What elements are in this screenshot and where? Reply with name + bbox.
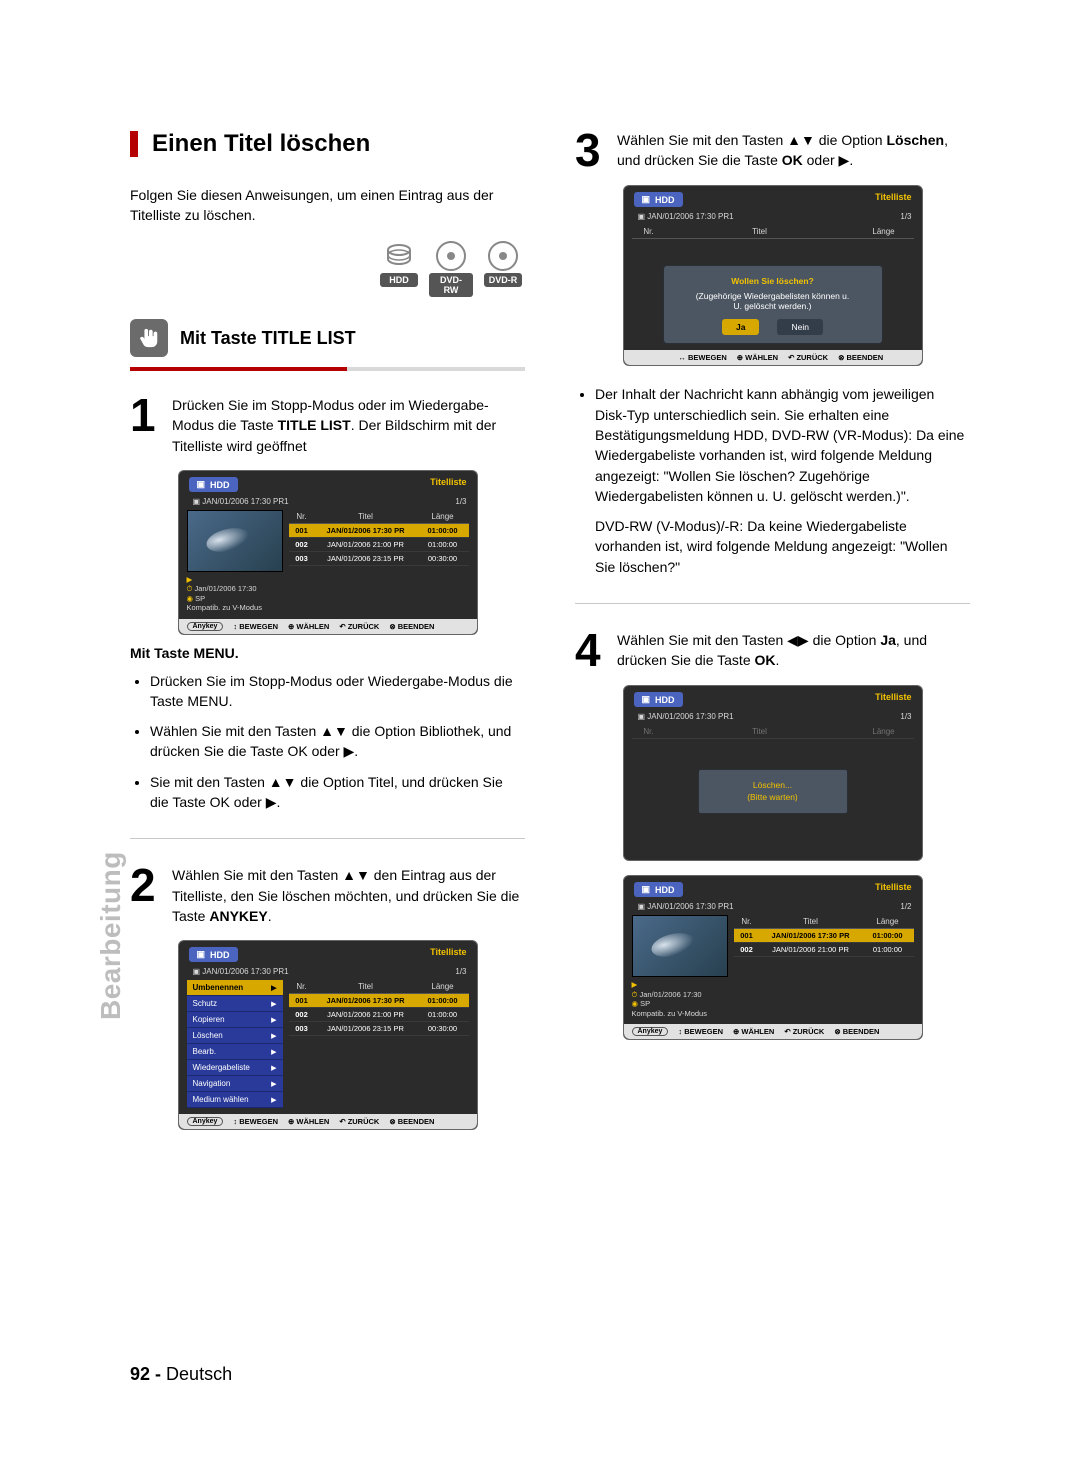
accent-underline	[130, 367, 525, 371]
ctx-nav[interactable]: Navigation▶	[187, 1076, 283, 1092]
badge-hdd: HDD	[377, 241, 421, 297]
title-row[interactable]: 001JAN/01/2006 17:30 PR01:00:00	[289, 994, 469, 1008]
shot-datetime: JAN/01/2006 17:30 PR1	[202, 497, 288, 506]
page-title: Einen Titel löschen	[152, 130, 370, 158]
step-3-note-b: DVD-RW (V-Modus)/-R: Da keine Wiedergabe…	[575, 516, 970, 577]
disc-icon	[488, 241, 518, 271]
divider	[575, 603, 970, 604]
ctx-protect[interactable]: Schutz▶	[187, 996, 283, 1012]
ctx-copy[interactable]: Kopieren▶	[187, 1012, 283, 1028]
context-menu: Umbenennen▶ Schutz▶ Kopieren▶ Löschen▶ B…	[187, 980, 283, 1108]
ctx-playlist[interactable]: Wiedergabeliste▶	[187, 1060, 283, 1076]
side-label: Bearbeitung	[95, 851, 127, 1020]
subheading: Mit Taste TITLE LIST	[180, 328, 356, 349]
ctx-delete[interactable]: Löschen▶	[187, 1028, 283, 1044]
screenshot-2: ▣HDD Titelliste ▣ JAN/01/2006 17:30 PR1 …	[130, 940, 525, 1130]
step-1-number: 1	[130, 395, 160, 456]
badge-dvdr-label: DVD-R	[484, 273, 522, 287]
hand-icon	[130, 319, 168, 357]
screenshot-4: ▣HDD Titelliste ▣ JAN/01/2006 17:30 PR1 …	[575, 685, 970, 861]
screenshot-5: ▣HDD Titelliste ▣ JAN/01/2006 17:30 PR1 …	[575, 875, 970, 1040]
thumbnail	[187, 510, 283, 572]
badge-dvdrw-label: DVD-RW	[429, 273, 473, 297]
step-1-bold: TITLE LIST	[278, 417, 351, 433]
badge-dvdrw: DVD-RW	[429, 241, 473, 297]
wait-dialog: Löschen... (Bitte warten)	[698, 769, 848, 813]
disc-icon	[436, 241, 466, 271]
step-2-number: 2	[130, 865, 160, 926]
badge-hdd-label: HDD	[380, 273, 418, 287]
page-number: 92 - Deutsch	[130, 1364, 232, 1385]
dialog-question: Wollen Sie löschen?	[674, 276, 872, 286]
subheading-row: Mit Taste TITLE LIST	[130, 319, 525, 357]
ctx-edit[interactable]: Bearb.▶	[187, 1044, 283, 1060]
divider	[130, 838, 525, 839]
screenshot-3: ▣HDD Titelliste ▣ JAN/01/2006 17:30 PR1 …	[575, 185, 970, 366]
left-column: Einen Titel löschen Folgen Sie diesen An…	[130, 130, 525, 1140]
title-row[interactable]: 002JAN/01/2006 21:00 PR01:00:00	[289, 538, 469, 552]
dialog-no-button[interactable]: Nein	[777, 319, 822, 335]
dialog-yes-button[interactable]: Ja	[722, 319, 759, 335]
shot-count: 1/3	[455, 497, 466, 506]
step-3-notes: Der Inhalt der Nachricht kann abhängig v…	[575, 384, 970, 506]
right-column: 3 Wählen Sie mit den Tasten ▲▼ die Optio…	[575, 130, 970, 1140]
anykey-badge: Anykey	[187, 622, 224, 631]
step-3-number: 3	[575, 130, 605, 171]
title-row[interactable]: 002JAN/01/2006 21:00 PR01:00:00	[734, 943, 914, 957]
intro-text: Folgen Sie diesen Anweisungen, um einen …	[130, 186, 525, 225]
shot-title: Titelliste	[430, 477, 466, 492]
confirm-dialog: Wollen Sie löschen? (Zugehörige Wiederga…	[663, 265, 883, 344]
heading-accent	[130, 131, 138, 157]
title-row[interactable]: 001JAN/01/2006 17:30 PR01:00:00	[734, 929, 914, 943]
title-row[interactable]: 003JAN/01/2006 23:15 PR00:30:00	[289, 1022, 469, 1036]
step-4: 4 Wählen Sie mit den Tasten ◀▶ die Optio…	[575, 630, 970, 671]
ctx-medium[interactable]: Medium wählen▶	[187, 1092, 283, 1108]
title-row[interactable]: 003JAN/01/2006 23:15 PR00:30:00	[289, 552, 469, 566]
shot-hdd-badge: ▣HDD	[189, 477, 238, 492]
step-4-number: 4	[575, 630, 605, 671]
thumbnail	[632, 915, 728, 977]
menu-bullets: Drücken Sie im Stopp-Modus oder Wiederga…	[130, 671, 525, 813]
step-2: 2 Wählen Sie mit den Tasten ▲▼ den Eintr…	[130, 865, 525, 926]
badge-dvdr: DVD-R	[481, 241, 525, 297]
ctx-rename[interactable]: Umbenennen▶	[187, 980, 283, 996]
step-1: 1 Drücken Sie im Stopp-Modus oder im Wie…	[130, 395, 525, 456]
heading-row: Einen Titel löschen	[130, 130, 525, 158]
menu-subheading: Mit Taste MENU.	[130, 645, 525, 661]
title-row[interactable]: 001JAN/01/2006 17:30 PR01:00:00	[289, 524, 469, 538]
screenshot-1: ▣HDD Titelliste ▣ JAN/01/2006 17:30 PR1 …	[130, 470, 525, 635]
disc-badges: HDD DVD-RW DVD-R	[130, 241, 525, 297]
hdd-icon	[384, 241, 414, 271]
step-3: 3 Wählen Sie mit den Tasten ▲▼ die Optio…	[575, 130, 970, 171]
title-row[interactable]: 002JAN/01/2006 21:00 PR01:00:00	[289, 1008, 469, 1022]
